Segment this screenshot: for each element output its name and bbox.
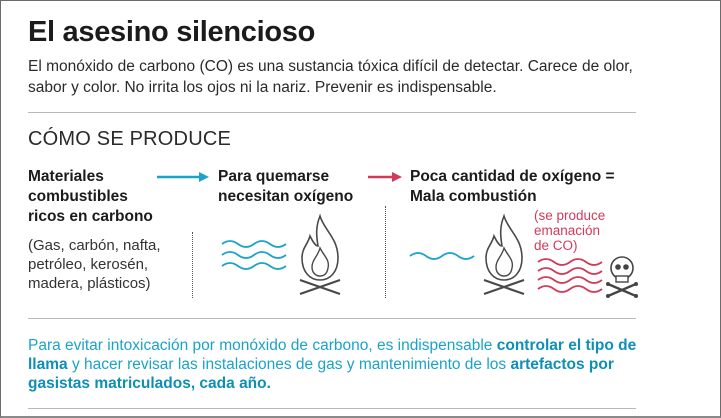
step-bad-combustion-line2: Mala combustión xyxy=(410,188,537,205)
flame-icon xyxy=(299,213,341,296)
step-materials: Materiales combustibles ricos en carbono xyxy=(28,167,153,227)
materials-examples: (Gas, carbón, nafta, petróleo, kerosén, … xyxy=(28,236,161,293)
step-materials-line1: Materiales xyxy=(28,168,104,185)
prevention-highlight-2: artefactos por gasistas matriculados, ca… xyxy=(28,356,614,392)
wave-lines-icon xyxy=(221,240,287,270)
materials-examples-line2: petróleo, kerosén, xyxy=(28,256,149,273)
prevention-highlight-1: controlar el tipo de llama xyxy=(28,337,637,373)
materials-examples-line3: madera, plásticos) xyxy=(28,275,151,292)
prevention-text-1: Para evitar intoxicación por monóxido de… xyxy=(28,337,497,354)
divider-bottom xyxy=(28,408,636,409)
flame-icon xyxy=(483,213,525,296)
lead-paragraph: El monóxido de carbono (CO) es una susta… xyxy=(28,58,633,96)
co-emission-note: (se produce emanación de CO) xyxy=(534,208,605,253)
prevention-text-2: y hacer revisar las instalaciones de gas… xyxy=(67,356,511,373)
step-materials-line2: combustibles xyxy=(28,188,128,205)
section-title: CÓMO SE PRODUCE xyxy=(28,128,232,150)
step-oxygen: Para quemarse necesitan oxígeno xyxy=(218,167,353,207)
step-bad-combustion-line1: Poca cantidad de oxígeno = xyxy=(410,168,615,185)
materials-examples-line1: (Gas, carbón, nafta, xyxy=(28,237,161,254)
step-oxygen-line1: Para quemarse xyxy=(218,168,330,185)
divider-middle xyxy=(28,318,636,319)
wave-lines-icon xyxy=(537,258,603,293)
arrow-right-icon xyxy=(368,172,402,182)
co-note-line2: emanación xyxy=(534,223,601,238)
dotted-separator xyxy=(192,232,193,298)
dotted-separator xyxy=(385,206,386,298)
step-oxygen-line2: necesitan oxígeno xyxy=(218,188,354,205)
arrow-right-icon xyxy=(157,172,209,182)
prevention-note: Para evitar intoxicación por monóxido de… xyxy=(28,336,638,393)
co-note-line1: (se produce xyxy=(534,208,606,223)
page-title: El asesino silencioso xyxy=(28,16,316,48)
wave-lines-icon xyxy=(409,252,475,260)
step-materials-line3: ricos en carbono xyxy=(28,208,153,225)
co-note-line3: de CO) xyxy=(534,238,578,253)
divider-top xyxy=(28,112,636,113)
step-bad-combustion: Poca cantidad de oxígeno = Mala combusti… xyxy=(410,167,615,207)
skull-crossbones-icon xyxy=(606,256,638,298)
